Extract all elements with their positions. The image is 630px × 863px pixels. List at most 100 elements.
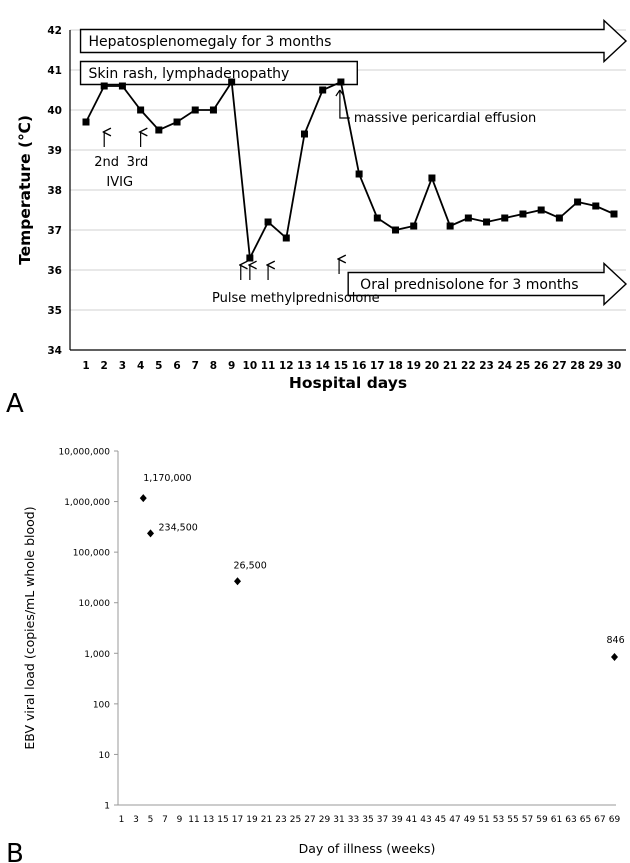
y-axis-title: Temperature (℃) (16, 115, 34, 265)
x-tick-label: 21 (261, 815, 272, 825)
x-tick-label: 5 (148, 815, 154, 825)
y-tick-label: 1,000,000 (64, 498, 110, 508)
ivig-3rd-label: 3rd (127, 155, 149, 170)
skin-rash-box (79, 60, 358, 86)
x-tick-label: 53 (493, 815, 504, 825)
x-tick-label: 57 (522, 815, 533, 825)
y-tick-label: 34 (47, 345, 62, 357)
data-point (537, 206, 545, 214)
data-point (611, 652, 618, 661)
data-point (373, 214, 381, 222)
x-tick-label: 27 (552, 360, 567, 372)
y-tick-label: 10,000,000 (58, 448, 110, 458)
x-tick-label: 41 (406, 815, 417, 825)
x-tick-label: 8 (210, 360, 217, 372)
x-tick-label: 1 (119, 815, 125, 825)
data-point (574, 198, 582, 206)
data-point (610, 210, 618, 218)
data-point (519, 210, 527, 218)
data-point (501, 214, 509, 222)
y-tick-label: 100,000 (73, 549, 110, 559)
x-tick-label: 51 (478, 815, 489, 825)
data-point (228, 78, 236, 86)
x-tick-label: 69 (609, 815, 621, 825)
y-tick-label: 41 (47, 65, 62, 77)
x-axis-title: Day of illness (weeks) (299, 841, 436, 856)
data-point (191, 106, 199, 114)
y-tick-label: 1,000 (84, 650, 110, 660)
data-point (446, 222, 454, 230)
x-tick-label: 9 (177, 815, 183, 825)
x-tick-label: 47 (449, 815, 460, 825)
x-tick-label: 33 (348, 815, 359, 825)
x-tick-label: 25 (516, 360, 531, 372)
temperature-series-line (85, 79, 615, 262)
panel-label-a: A (6, 389, 24, 419)
x-tick-label: 17 (370, 360, 385, 372)
x-tick-label: 7 (162, 815, 168, 825)
x-tick-label: 23 (275, 815, 286, 825)
data-label: 846 (607, 635, 625, 646)
x-tick-label: 35 (362, 815, 373, 825)
data-point (173, 118, 181, 126)
data-point (147, 529, 154, 538)
oral-prednisolone-arrow (347, 261, 628, 307)
x-tick-label: 12 (279, 360, 294, 372)
x-tick-label: 63 (565, 815, 576, 825)
x-tick-label: 16 (352, 360, 367, 372)
x-tick-label: 67 (594, 815, 605, 825)
panel-label-b: B (6, 839, 24, 863)
x-tick-label: 18 (388, 360, 403, 372)
y-tick-label: 10 (99, 751, 111, 761)
data-point (337, 78, 345, 86)
x-tick-label: 5 (155, 360, 162, 372)
data-point (464, 214, 472, 222)
x-tick-label: 15 (334, 360, 349, 372)
x-tick-label: 39 (391, 815, 403, 825)
data-label: 26,500 (234, 560, 267, 571)
ivig-2nd-label: 2nd (94, 155, 119, 170)
x-tick-label: 29 (588, 360, 603, 372)
oral-prednisolone-label: Oral prednisolone for 3 months (360, 277, 578, 293)
data-point (234, 577, 241, 586)
x-tick-label: 1 (82, 360, 89, 372)
x-tick-label: 27 (304, 815, 315, 825)
data-point (319, 86, 327, 94)
event-arrows (104, 132, 339, 280)
x-tick-label: 55 (507, 815, 518, 825)
x-tick-label: 26 (534, 360, 549, 372)
data-point (300, 130, 308, 138)
x-tick-label: 17 (232, 815, 243, 825)
data-point (139, 494, 147, 503)
x-axis-title: Hospital days (289, 374, 407, 392)
hepatosplenomegaly-label: Hepatosplenomegaly for 3 months (89, 34, 332, 50)
viral-load-points: 1,170,000 234,500 26,500 846 (139, 473, 625, 661)
x-tick-label: 29 (319, 815, 331, 825)
x-tick-label: 30 (607, 360, 622, 372)
x-tick-label: 43 (420, 815, 431, 825)
x-tick-label: 6 (173, 360, 180, 372)
data-label: 234,500 (159, 522, 198, 533)
data-point (592, 202, 600, 210)
x-tick-label: 9 (228, 360, 235, 372)
x-tick-label: 22 (461, 360, 476, 372)
x-tick-label: 11 (188, 815, 199, 825)
x-tick-label: 15 (217, 815, 228, 825)
x-tick-label: 25 (290, 815, 301, 825)
viral-load-chart: 1 10 100 1,000 10,000 100,000 1,000,000 10,000,… (6, 448, 625, 863)
y-tick-label: 36 (47, 265, 62, 277)
x-tick-label: 4 (137, 360, 144, 372)
data-point (246, 254, 254, 262)
x-tick-labels: 1 2 3 4 5 6 7 8 9 10 11 12 13 14 15 16 17 18 19 20 21 22 23 24 2… (82, 360, 621, 372)
x-tick-label: 49 (464, 815, 476, 825)
x-tick-label: 13 (203, 815, 214, 825)
y-tick-label: 10,000 (79, 599, 111, 609)
x-tick-label: 23 (479, 360, 494, 372)
data-point (155, 126, 163, 134)
data-point (264, 218, 272, 226)
data-point (555, 214, 563, 222)
pulse-methylprednisolone-label: Pulse methylprednisolone (212, 291, 380, 306)
x-tick-label: 3 (133, 815, 139, 825)
x-tick-label: 21 (443, 360, 458, 372)
